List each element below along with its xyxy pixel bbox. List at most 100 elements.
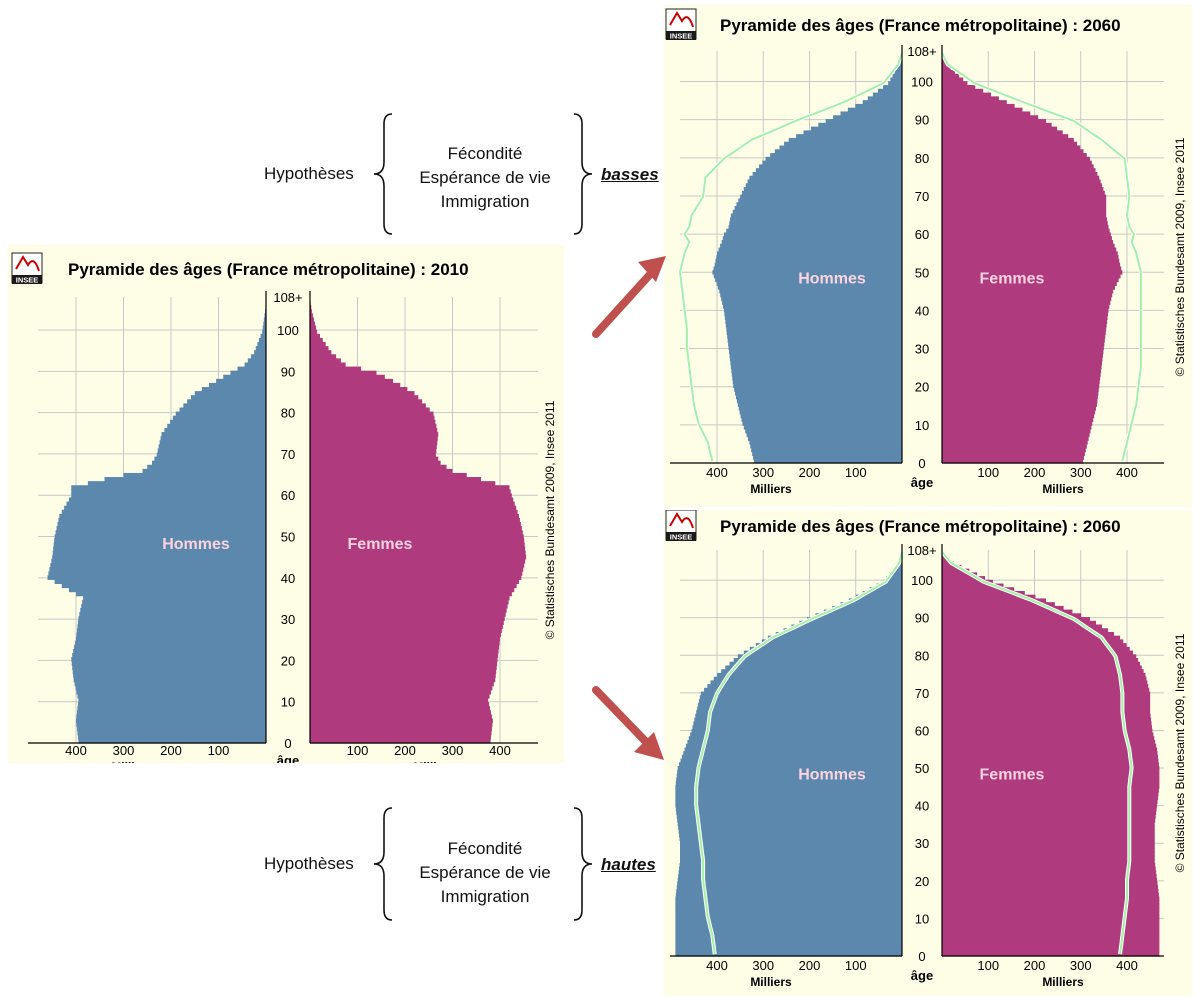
bar-femmes (942, 777, 1159, 781)
age-tick-label: 108+ (907, 44, 936, 59)
bar-hommes (72, 665, 266, 670)
bar-hommes (779, 145, 902, 149)
svg-text:INSEE: INSEE (16, 276, 39, 285)
bar-femmes (310, 481, 495, 486)
bar-hommes (675, 796, 902, 800)
bar-hommes (50, 563, 266, 568)
bar-femmes (310, 326, 316, 331)
bar-femmes (310, 686, 492, 691)
bar-femmes (942, 788, 1159, 792)
bar-hommes (676, 893, 902, 897)
bar-femmes (942, 183, 1102, 187)
bar-femmes (310, 673, 496, 678)
x-tick-label-right: 200 (394, 743, 416, 758)
bar-hommes (863, 100, 902, 104)
age-tick-label: 20 (915, 380, 929, 395)
bar-femmes (942, 643, 1127, 647)
bar-femmes (310, 543, 525, 548)
bar-femmes (942, 130, 1063, 134)
x-tick-label-right: 400 (1116, 465, 1138, 480)
bar-femmes (942, 244, 1115, 248)
brace-right-top (574, 114, 592, 234)
bar-hommes (680, 852, 902, 856)
bar-hommes (744, 651, 902, 655)
bar-femmes (310, 698, 488, 703)
bar-hommes (695, 714, 902, 718)
bar-hommes (176, 412, 266, 417)
bar-femmes (310, 469, 453, 474)
bar-hommes (692, 725, 902, 729)
bar-hommes (164, 428, 266, 433)
bar-femmes (942, 624, 1102, 628)
bar-femmes (310, 567, 523, 572)
bar-femmes (310, 727, 492, 732)
bar-femmes (310, 555, 526, 560)
bar-hommes (58, 518, 266, 523)
age-tick-label: 60 (281, 488, 295, 503)
bar-femmes (942, 744, 1156, 748)
bar-hommes (676, 781, 902, 785)
bar-hommes (719, 289, 902, 293)
bar-femmes (310, 375, 385, 380)
chart-title: Pyramide des âges (France métropolitaine… (68, 260, 469, 279)
bar-hommes (742, 418, 902, 422)
result-hautes-label: hautes (601, 855, 656, 875)
bar-femmes (310, 416, 434, 421)
bar-femmes (942, 85, 975, 89)
brace-right-bottom (574, 808, 592, 920)
bar-femmes (310, 604, 508, 609)
bar-femmes (942, 312, 1108, 316)
bar-femmes (942, 833, 1155, 837)
bar-femmes (942, 100, 1007, 104)
bar-femmes (942, 142, 1077, 146)
result-basses-label: basses (601, 165, 659, 185)
bar-hommes (77, 624, 266, 629)
bar-hommes (816, 613, 902, 617)
bar-femmes (942, 878, 1157, 882)
bar-hommes (725, 665, 902, 669)
bar-hommes (678, 766, 902, 770)
x-tick-label-right: 400 (489, 743, 511, 758)
bar-hommes (158, 448, 266, 453)
bar-hommes (677, 773, 902, 777)
hypotheses-label-bottom: Hypothèses (264, 854, 354, 874)
hypothesis-immigration-bottom: Immigration (395, 885, 575, 909)
bar-hommes (254, 350, 266, 355)
bar-hommes (251, 354, 266, 359)
bar-femmes (310, 354, 336, 359)
bar-femmes (310, 391, 415, 396)
bar-hommes (729, 225, 902, 229)
bar-hommes (159, 444, 266, 449)
bar-hommes (868, 96, 902, 100)
bar-hommes (161, 436, 266, 441)
bar-hommes (71, 485, 266, 490)
bar-femmes (310, 718, 493, 723)
bar-femmes (942, 418, 1093, 422)
bar-hommes (734, 658, 902, 662)
bar-hommes (686, 744, 902, 748)
bar-hommes (733, 210, 902, 214)
age-tick-label: 30 (915, 342, 929, 357)
bar-hommes (53, 547, 266, 552)
bar-hommes (62, 510, 266, 515)
bar-hommes (223, 375, 266, 380)
bar-hommes (77, 710, 266, 715)
bar-femmes (310, 424, 436, 429)
bar-hommes (818, 123, 902, 127)
bar-femmes (310, 448, 436, 453)
bar-femmes (942, 949, 1159, 953)
bar-femmes (942, 206, 1106, 210)
bar-hommes (873, 93, 902, 97)
bar-hommes (675, 803, 902, 807)
x-tick-label-right: 300 (1070, 465, 1092, 480)
x-axis-label-right: Milliers (413, 760, 455, 763)
bar-femmes (942, 766, 1159, 770)
hypothesis-fecondite-top: Fécondité (395, 142, 575, 166)
bar-femmes (310, 493, 512, 498)
bar-femmes (942, 433, 1090, 437)
hypothesis-esperance-top: Espérance de vie (395, 166, 575, 190)
bar-hommes (680, 841, 902, 845)
age-tick-label: 30 (281, 612, 295, 627)
bar-femmes (942, 759, 1158, 763)
x-tick-label-left: 300 (752, 958, 774, 973)
